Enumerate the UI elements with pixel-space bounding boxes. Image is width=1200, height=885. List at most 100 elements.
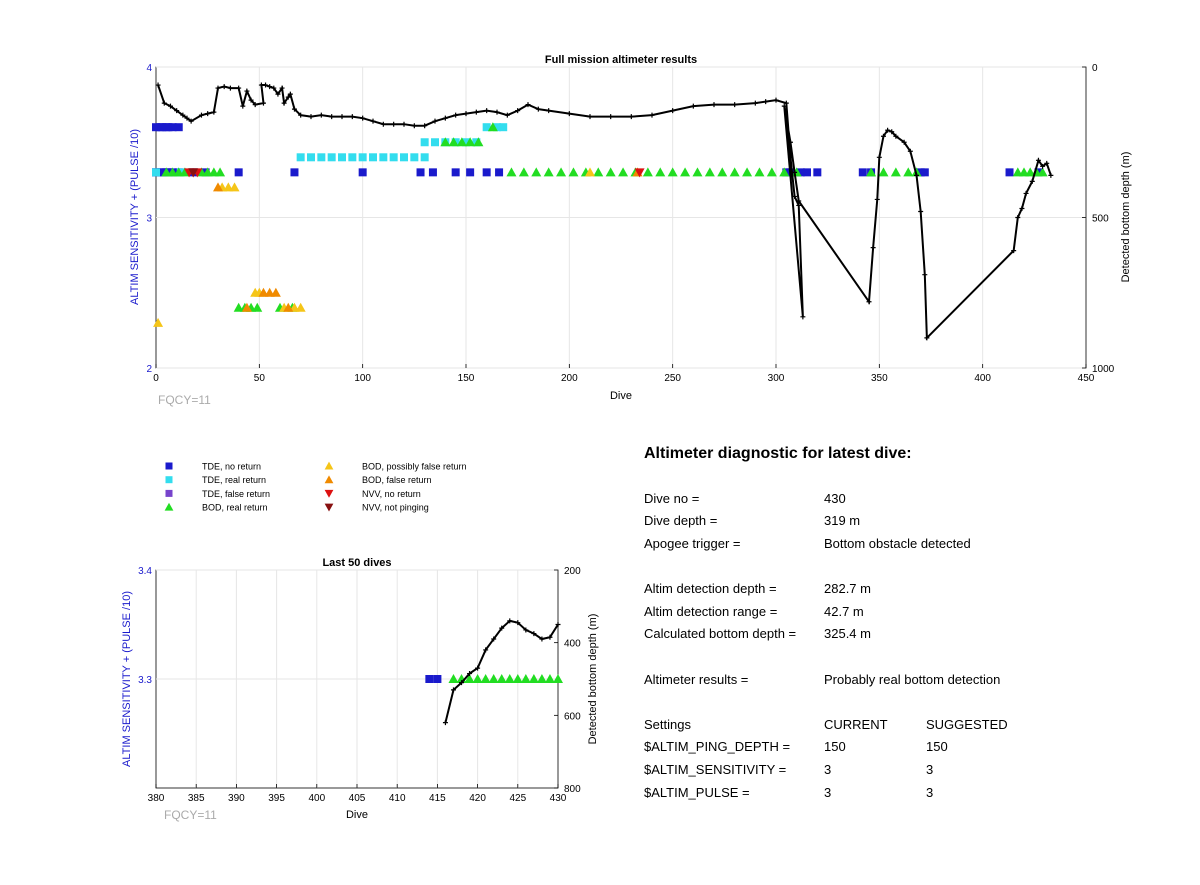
depth-point [184, 115, 190, 121]
altim-marker [215, 167, 226, 177]
dive-depth-label: Dive depth = [644, 513, 718, 529]
altim-marker [553, 674, 563, 683]
altim-marker [428, 168, 437, 177]
x-tick-label: 415 [429, 793, 446, 804]
altim-range-value: 42.7 m [824, 603, 864, 619]
altim-marker [348, 153, 357, 162]
y-left-tick-label: 3.4 [138, 566, 152, 577]
depth-point [459, 680, 465, 686]
bottom-chart: 380 385 390 395 400 405 410 415 420 425 430 3.3 3.4… [121, 557, 599, 822]
depth-point [752, 100, 758, 106]
depth-point [876, 154, 882, 160]
y-right-tick-label: 1000 [1092, 364, 1115, 375]
setting-row: $ALTIM_PULSE = 3 3 [644, 781, 1164, 804]
depth-point [781, 103, 787, 109]
x-tick-label: 385 [188, 793, 205, 804]
depth-point [180, 112, 186, 118]
depth-point [539, 636, 545, 642]
x-tick-label: 390 [228, 793, 245, 804]
altim-marker [754, 167, 765, 177]
x-tick-label: 410 [389, 793, 406, 804]
altim-marker [512, 674, 523, 683]
altim-marker [531, 167, 542, 177]
altim-marker [188, 168, 199, 178]
depth-point [515, 108, 521, 114]
depth-point [167, 103, 173, 109]
x-tick-label: 250 [664, 373, 681, 384]
bottom-x-ticks: 380 385 390 395 400 405 410 415 420 425 430 [148, 784, 567, 804]
x-tick-label: 380 [148, 793, 165, 804]
depth-point [874, 196, 880, 202]
x-tick-label: 350 [871, 373, 888, 384]
depth-point [240, 103, 246, 109]
altim-marker [878, 167, 889, 177]
setting-name: $ALTIM_PULSE = [644, 784, 750, 800]
depth-point [263, 82, 269, 88]
altim-marker [410, 153, 419, 162]
altim-marker [813, 168, 822, 177]
depth-point [907, 148, 913, 154]
depth-point [484, 108, 490, 114]
altim-marker [451, 168, 460, 177]
altim-marker [499, 123, 508, 132]
altim-marker [290, 168, 299, 177]
altim-marker [717, 167, 728, 177]
altim-marker [241, 302, 252, 312]
y-left-tick-label: 2 [146, 364, 152, 375]
setting-current: 3 [824, 761, 832, 777]
depth-point [494, 109, 500, 115]
altim-marker [634, 168, 645, 178]
depth-point [211, 109, 217, 115]
depth-point [587, 114, 593, 120]
depth-point [787, 154, 793, 160]
altim-marker [448, 674, 459, 683]
depth-point [215, 85, 221, 91]
depth-point [401, 121, 407, 127]
altim-marker [667, 167, 678, 177]
altim-marker [158, 168, 167, 177]
depth-point [507, 618, 513, 624]
depth-point [453, 112, 459, 118]
legend-label: TDE, real return [202, 475, 266, 485]
altim-marker [556, 167, 567, 177]
setting-row: $ALTIM_SENSITIVITY = 3 3 [644, 758, 1164, 781]
legend-marker [324, 461, 334, 470]
depth-point [1023, 190, 1029, 196]
depth-point [391, 121, 397, 127]
top-y-right-ticks: 0 500 1000 [1082, 63, 1115, 375]
y-right-tick-label: 0 [1092, 63, 1098, 74]
y-left-tick-label: 3.3 [138, 675, 152, 686]
altim-marker [152, 123, 160, 132]
depth-point [463, 111, 469, 117]
altim-marker [803, 168, 811, 177]
apogee-value: Bottom obstacle detected [824, 535, 971, 551]
depth-point [523, 627, 529, 633]
altim-marker [440, 137, 451, 147]
altim-depth-label: Altim detection depth = [644, 581, 777, 597]
depth-point [773, 97, 779, 103]
dive-no-label: Dive no = [644, 490, 700, 506]
altim-marker [456, 137, 467, 147]
altim-marker [464, 674, 475, 683]
depth-point [783, 100, 789, 106]
setting-suggested: 150 [926, 739, 948, 755]
depth-point [885, 127, 891, 133]
x-tick-label: 200 [561, 373, 578, 384]
depth-point [566, 111, 572, 117]
results-value: Probably real bottom detection [824, 671, 1001, 687]
bottom-y-left-label: ALTIM SENSITIVITY + (PULSE /10) [121, 591, 133, 767]
altim-marker [488, 674, 499, 683]
legend-marker [165, 476, 173, 484]
x-tick-label: 405 [349, 793, 366, 804]
altim-marker [425, 675, 434, 683]
altim-marker [400, 153, 408, 162]
depth-point [792, 169, 798, 175]
altim-marker [520, 674, 531, 683]
suggested-header: SUGGESTED [926, 716, 1008, 732]
y-left-tick-label: 3 [146, 214, 152, 225]
legend-marker [164, 502, 174, 511]
depth-point [188, 118, 194, 124]
depth-point [796, 202, 802, 208]
depth-point [924, 335, 930, 341]
legend-marker [324, 489, 334, 498]
